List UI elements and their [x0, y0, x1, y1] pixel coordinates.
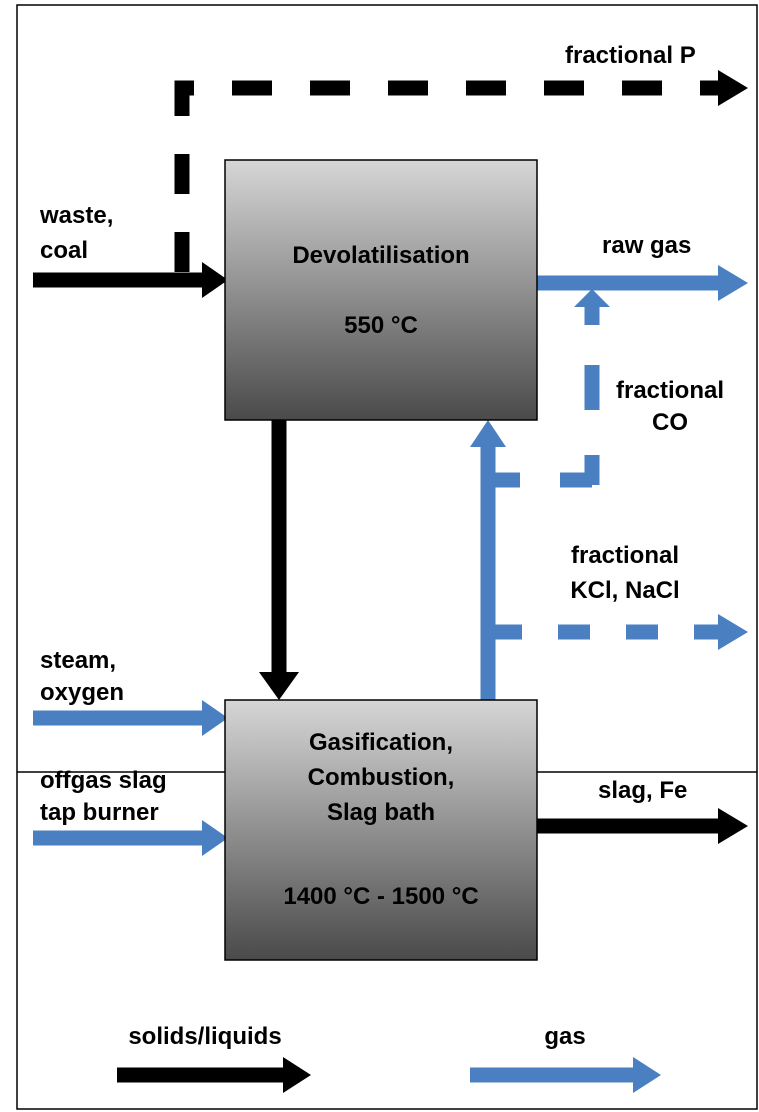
arrow-head [718, 70, 748, 106]
node-label: Gasification, [309, 729, 453, 756]
arrow-head [574, 289, 610, 307]
flow-label: waste, [39, 202, 113, 229]
gasification-box [224, 699, 538, 961]
arrow-head [633, 1057, 661, 1093]
devolatilisation-box [224, 159, 538, 421]
fractional-p-arrow [174, 80, 720, 272]
arrow-head [283, 1057, 311, 1093]
fractional-co-arrow [495, 305, 600, 488]
node-label: Combustion, [308, 764, 455, 791]
flow-label: tap burner [40, 799, 159, 826]
flow-label: CO [652, 409, 688, 436]
flow-label: KCl, NaCl [570, 577, 679, 604]
flow-label: fractional [616, 377, 724, 404]
arrow-head [718, 808, 748, 844]
arrow-head [470, 420, 506, 447]
arrow-head [259, 672, 299, 700]
arrow-head [718, 265, 748, 301]
arrow-head [718, 614, 748, 650]
flow-label: coal [40, 237, 88, 264]
node-temperature: 1400 °C - 1500 °C [283, 883, 478, 910]
legend-label: solids/liquids [128, 1023, 281, 1050]
frame [16, 4, 758, 1110]
node-label: Slag bath [327, 799, 435, 826]
node-label: Devolatilisation [292, 242, 469, 269]
arrow-head [202, 700, 228, 736]
flow-label: oxygen [40, 679, 124, 706]
arrow-head [202, 820, 228, 856]
flow-label: steam, [40, 647, 116, 674]
node-temperature: 550 °C [344, 312, 418, 339]
flow-label: fractional [571, 542, 679, 569]
flow-label: offgas slag [40, 767, 167, 794]
arrow-head [202, 262, 228, 298]
flow-label: slag, Fe [598, 777, 687, 804]
legend-label: gas [544, 1023, 585, 1050]
flow-label: raw gas [602, 232, 691, 259]
flow-label: fractional P [565, 42, 696, 69]
